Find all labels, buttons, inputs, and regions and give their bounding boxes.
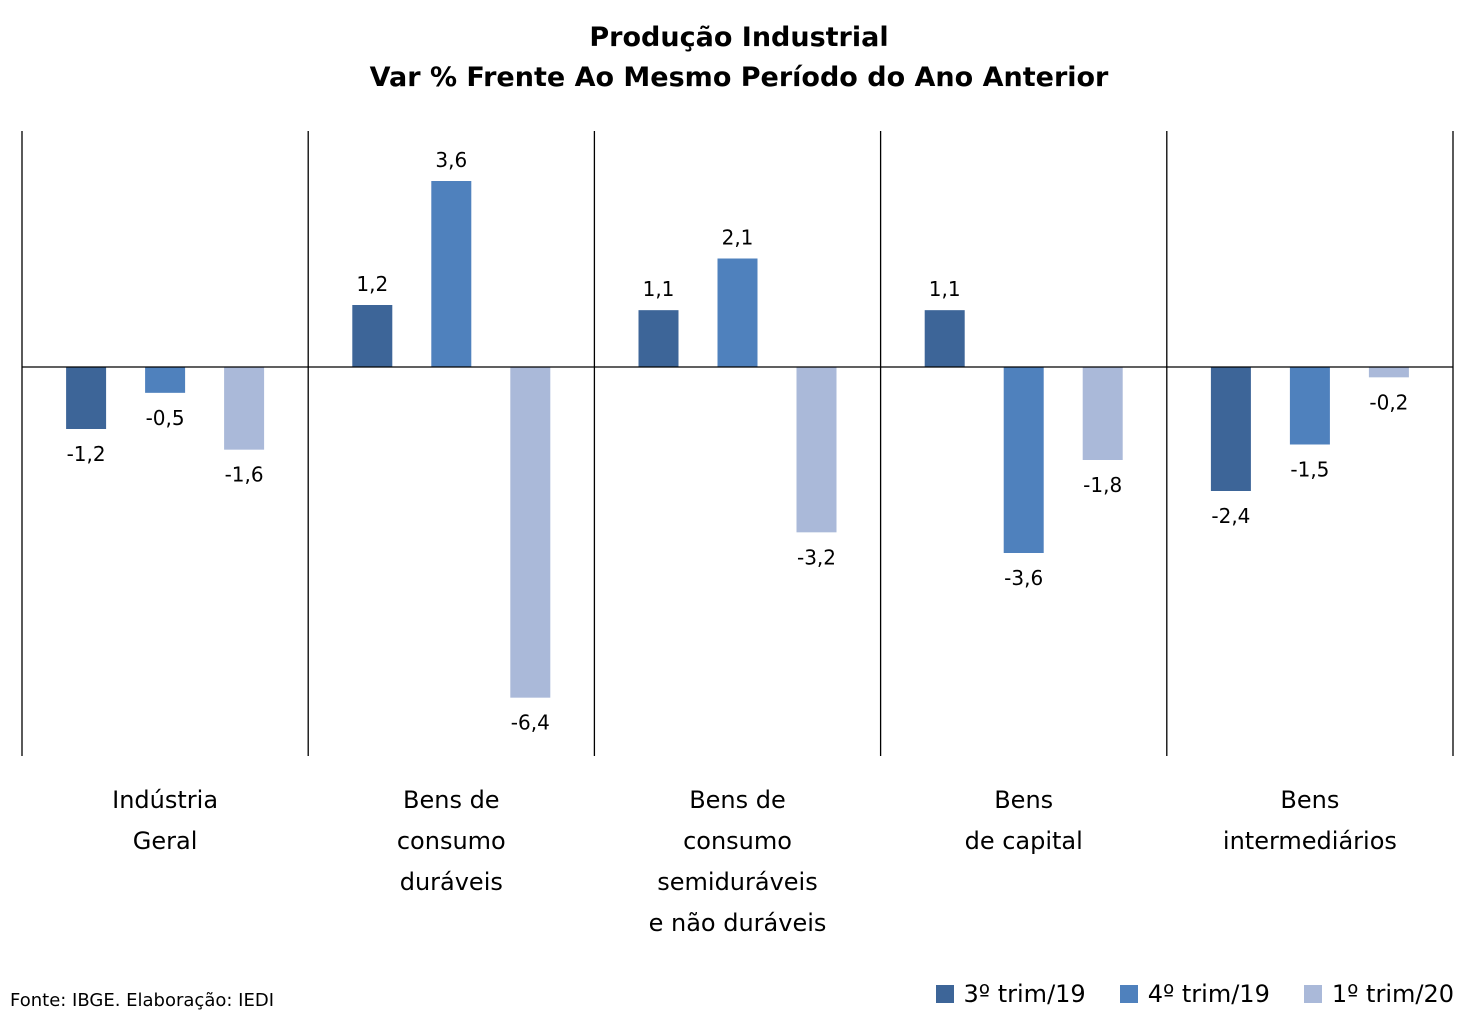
chart-title: Produção Industrial Var % Frente Ao Mesm… [0,18,1478,98]
bar [352,305,393,367]
category-label: Bens de capital [965,786,1083,855]
data-label: 1,2 [356,272,388,296]
data-label: 1,1 [643,277,675,301]
category-label: Bens de consumo semiduráveis e não duráveis [649,786,827,937]
data-label: -1,6 [225,463,264,487]
data-label: -0,5 [146,406,185,430]
bar [717,258,758,367]
legend-label: 4º trim/19 [1147,980,1270,1008]
data-label: -2,4 [1211,504,1250,528]
source-note: Fonte: IBGE. Elaboração: IEDI [10,990,275,1011]
chart-legend: 3º trim/19 4º trim/19 1º trim/20 [935,980,1454,1008]
data-label: 3,6 [435,148,467,172]
bar [796,367,837,533]
legend-item: 1º trim/20 [1303,980,1454,1008]
bar [145,367,186,393]
category-label: Bens de consumo duráveis [397,786,506,896]
chart-subtitle-line: Var % Frente Ao Mesmo Período do Ano Ant… [369,62,1109,93]
legend-swatch [935,985,954,1003]
data-label: -3,6 [1004,566,1043,590]
legend-item: 4º trim/19 [1119,980,1270,1008]
data-label: -1,8 [1083,473,1122,497]
bar [1368,367,1409,378]
legend-label: 1º trim/20 [1331,980,1454,1008]
legend-label: 3º trim/19 [963,980,1086,1008]
category-label: Bens intermediários [1223,786,1397,855]
data-label: -0,2 [1369,390,1408,414]
bar [224,367,265,450]
bar [66,367,107,429]
chart-title-line: Produção Industrial [589,22,889,53]
data-label: -3,2 [797,545,836,569]
data-label: 1,1 [929,277,961,301]
bar [1210,367,1251,491]
data-label: -1,5 [1290,458,1329,482]
legend-swatch [1119,985,1138,1003]
bar [1289,367,1330,445]
data-label: 2,1 [722,226,754,250]
bar [1003,367,1044,553]
bar [924,310,965,367]
bar [510,367,551,698]
data-label: -6,4 [511,711,550,735]
bar [1082,367,1123,460]
legend-swatch [1303,985,1322,1003]
category-label: Indústria Geral [112,786,218,855]
bar [431,181,472,367]
bar [638,310,679,367]
legend-item: 3º trim/19 [935,980,1086,1008]
data-label: -1,2 [67,442,106,466]
